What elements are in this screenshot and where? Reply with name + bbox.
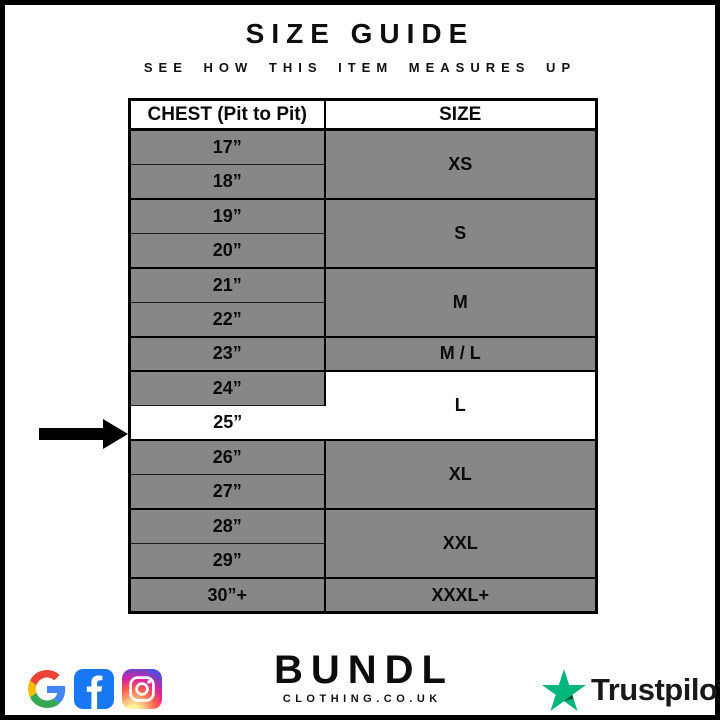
table-row: 22”	[129, 301, 597, 337]
size-cell: M / L	[324, 335, 597, 371]
chest-cell: 22”	[129, 301, 326, 337]
table-row: 28” XXL	[129, 508, 597, 578]
table-row: 20”	[129, 232, 597, 268]
trustpilot-logo: Trustpilot	[542, 668, 720, 712]
size-cell-highlighted: L	[324, 370, 597, 440]
size-chart-table: CHEST (Pit to Pit) SIZE 17” XS 18” 19” S 20” 2…	[128, 98, 598, 614]
table-header-row: CHEST (Pit to Pit) SIZE	[129, 99, 597, 131]
chest-cell: 30”+	[129, 577, 326, 613]
social-icons	[28, 668, 162, 710]
facebook-icon	[74, 669, 114, 709]
instagram-icon	[122, 669, 162, 709]
table-row: 27”	[129, 474, 597, 509]
brand-name: BUNDL	[274, 648, 454, 692]
table-row: 23” M / L	[129, 335, 597, 371]
table-row: 24” L	[129, 370, 597, 440]
size-cell: M	[324, 266, 597, 337]
page-title: SIZE GUIDE	[245, 18, 475, 49]
chest-cell: 28”	[129, 508, 326, 544]
table-row: 19” S	[129, 197, 597, 268]
table-row: 26” XL	[129, 439, 597, 509]
chest-cell: 20”	[129, 232, 326, 268]
table-row: 21” M	[129, 266, 597, 337]
size-cell: XXL	[324, 508, 597, 578]
pointer-arrow-icon	[39, 419, 128, 449]
chest-cell: 18”	[129, 163, 326, 199]
chest-cell: 26”	[129, 439, 326, 475]
brand-logo: BUNDL CLOTHING.CO.UK	[5, 650, 715, 705]
chest-cell: 21”	[129, 266, 326, 302]
chest-cell: 19”	[129, 197, 326, 233]
chest-cell: 29”	[129, 543, 326, 578]
trustpilot-label: Trustpilot	[591, 672, 720, 707]
chest-cell: 17”	[129, 128, 326, 164]
chest-cell-highlighted: 25”	[129, 405, 325, 440]
brand-domain: CLOTHING.CO.UK	[282, 693, 442, 705]
trustpilot-star-icon	[542, 669, 586, 711]
table-row: 30”+ XXXL+	[129, 577, 597, 613]
size-cell: XXXL+	[324, 577, 597, 613]
size-table-body: 17” XS 18” 19” S 20” 21” M 22” 23” M / L 24” L 25” 26”…	[129, 128, 597, 613]
google-icon	[28, 670, 66, 708]
size-cell: XS	[324, 128, 597, 199]
column-header-size: SIZE	[324, 99, 597, 131]
table-row: 29”	[129, 543, 597, 578]
table-row: 18”	[129, 163, 597, 199]
size-cell: XL	[324, 439, 597, 509]
table-row: 17” XS	[129, 128, 597, 199]
page-subtitle: SEE HOW THIS ITEM MEASURES UP	[143, 60, 577, 75]
chest-cell: 23”	[129, 335, 326, 371]
chest-cell: 24”	[129, 370, 326, 406]
size-cell: S	[324, 197, 597, 268]
column-header-chest: CHEST (Pit to Pit)	[129, 99, 326, 131]
table-row: 25”	[129, 405, 597, 440]
chest-cell: 27”	[129, 474, 326, 509]
